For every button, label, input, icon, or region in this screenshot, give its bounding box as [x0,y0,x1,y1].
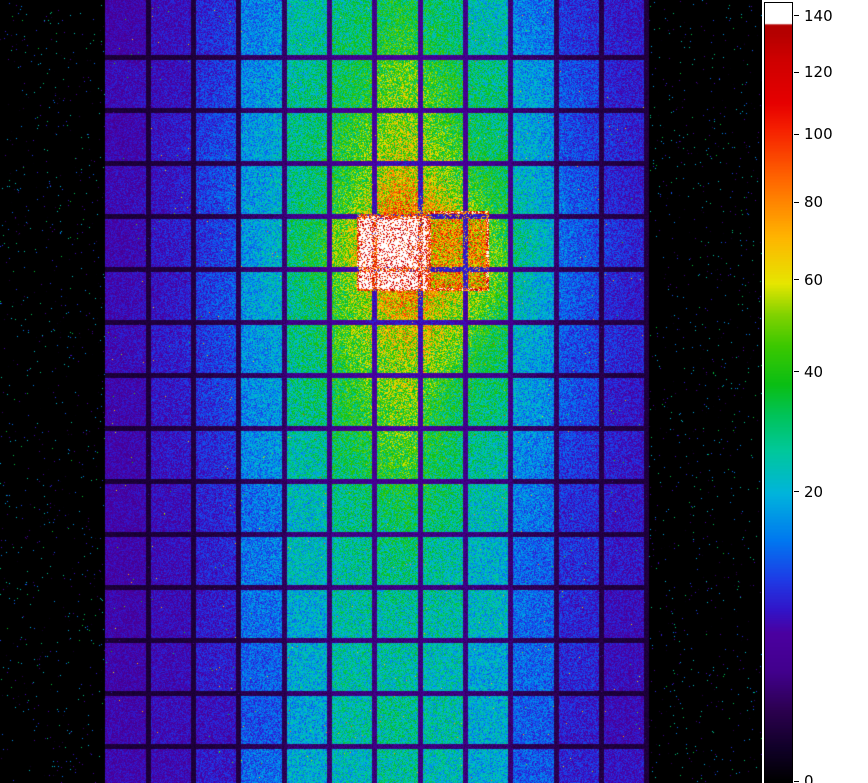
colorbar-tick-label: 20 [804,482,824,501]
colorbar-tick-mark [794,491,799,493]
colorbar-tick-mark [794,279,799,281]
colorbar-tick-label: 60 [804,270,824,289]
colorbar-tick-label: 140 [804,6,833,25]
colorbar-tick-mark [794,371,799,373]
colorbar-tick-mark [794,780,799,782]
heatmap-canvas [0,0,762,783]
colorbar-tick-mark [794,201,799,203]
colorbar-canvas [764,2,793,783]
colorbar-tick-label: 0 [804,772,814,783]
colorbar-tick-label: 80 [804,193,824,212]
colorbar-tick-mark [794,71,799,73]
colorbar-tick-mark [794,15,799,17]
colorbar-tick-label: 100 [804,125,833,144]
colorbar-tick-mark [794,133,799,135]
colorbar-panel: 140 120 100 80 60 40 20 0 [762,0,868,783]
colorbar-tick-label: 120 [804,63,833,82]
colorbar-tick-label: 40 [804,362,824,381]
